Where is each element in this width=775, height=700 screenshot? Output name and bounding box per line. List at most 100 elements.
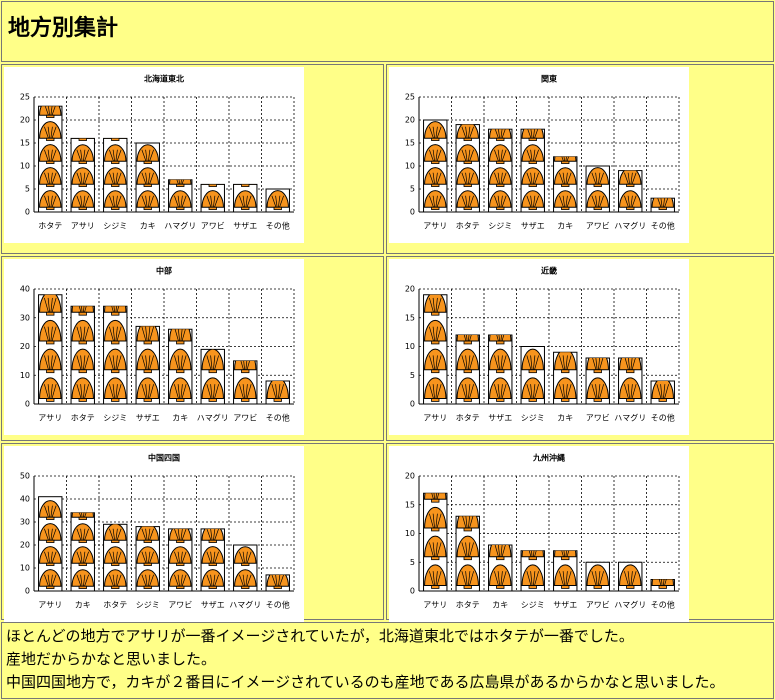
shell-stack — [586, 564, 609, 589]
shell-base — [46, 183, 55, 187]
shell-icon — [39, 546, 62, 564]
shell-rib — [213, 355, 216, 370]
x-tick-label: シジミ — [103, 414, 127, 423]
shell-rib — [432, 126, 435, 139]
shell-base — [143, 160, 152, 164]
shell-rib — [599, 172, 604, 185]
shell-rib — [468, 195, 471, 208]
shell-base — [46, 114, 55, 118]
shell-icon — [424, 493, 447, 500]
shell-rib — [243, 360, 245, 370]
shell-rib — [51, 149, 57, 162]
shell-rib — [494, 172, 499, 185]
x-tick-label: その他 — [651, 600, 675, 610]
shell-rib — [145, 551, 148, 564]
shell-rib — [83, 306, 85, 313]
shell-stack — [234, 546, 257, 589]
shell-rib — [528, 550, 532, 557]
y-tick-label: 25 — [405, 93, 415, 102]
shell-stack — [39, 294, 62, 402]
x-tick-label: その他 — [266, 413, 290, 423]
shell-rib — [533, 571, 536, 586]
shell-rib — [239, 574, 244, 587]
shell-rib — [149, 149, 154, 162]
shell-rib — [149, 574, 154, 587]
shell-rib — [245, 551, 248, 564]
shell-base — [593, 183, 602, 187]
shell-rib — [533, 129, 535, 139]
shell-icon — [71, 546, 94, 564]
shell-rib — [50, 326, 53, 342]
shell-icon — [169, 569, 192, 587]
shell-rib — [598, 172, 601, 185]
shell-rib — [246, 360, 250, 370]
shell-rib — [563, 156, 565, 162]
shell-rib — [210, 574, 213, 587]
x-tick-label: カキ — [557, 222, 573, 231]
shell-rib — [245, 384, 248, 399]
shell-rib — [526, 195, 532, 208]
shell-rib — [80, 326, 83, 342]
shell-rib — [50, 384, 53, 399]
shell-rib — [141, 195, 147, 208]
shell-rib — [631, 172, 637, 185]
y-tick-label: 20 — [405, 472, 415, 481]
shell-rib — [500, 172, 503, 185]
shell-rib — [501, 355, 507, 370]
shell-rib — [80, 384, 83, 399]
shell-rib — [591, 571, 597, 586]
shell-rib — [112, 326, 115, 342]
shell-base — [431, 160, 440, 164]
shell-rib — [148, 384, 151, 399]
shell-base — [463, 556, 472, 561]
shell-base — [46, 369, 55, 374]
chart-cell: 近畿 0 5 10 15 20 アサリ ホタテ サザエ シジミ カキ アワビ ハマグリ その他 — [386, 256, 774, 441]
shell-base — [111, 398, 120, 402]
shell-base — [78, 206, 87, 210]
shell-stack — [489, 335, 512, 402]
shell-icon — [39, 106, 62, 116]
shell-rib — [592, 358, 597, 370]
shell-rib — [534, 149, 539, 162]
shell-icon — [169, 190, 192, 208]
shell-rib — [83, 149, 86, 162]
shell-icon — [456, 377, 479, 400]
shell-rib — [213, 574, 216, 587]
shell-icon — [521, 190, 544, 208]
shell-stack — [266, 381, 289, 402]
shell-base — [208, 398, 217, 402]
shell-rib — [177, 551, 180, 564]
x-tick-label: サザエ — [201, 601, 225, 610]
shell-rib — [566, 195, 572, 208]
shell-rib — [534, 571, 539, 586]
shell-rib — [566, 172, 572, 185]
shell-rib — [117, 127, 121, 138]
shell-base — [78, 562, 87, 566]
shell-rib — [530, 149, 533, 162]
shell-base — [626, 183, 635, 187]
shell-rib — [109, 574, 114, 587]
shell-rib — [432, 384, 435, 399]
shell-rib — [145, 149, 148, 162]
shell-icon — [104, 348, 127, 371]
chart-cell: 関東 0 5 10 15 20 25 アサリ ホタテ シジミ サザエ カキ アワビ ハマグリ その他 — [386, 64, 774, 254]
shell-rib — [435, 126, 438, 139]
shell-rib — [213, 195, 216, 208]
shell-rib — [47, 326, 50, 342]
shell-rib — [534, 550, 537, 557]
shell-icon — [424, 348, 447, 371]
shell-rib — [631, 384, 637, 399]
shell-rib — [245, 574, 248, 587]
shell-icon — [456, 190, 479, 208]
shell-icon — [554, 377, 577, 400]
shell-rib — [115, 326, 118, 342]
shell-icon — [39, 348, 62, 371]
shell-icon — [456, 564, 479, 587]
shell-base — [111, 369, 120, 374]
shell-rib — [494, 149, 499, 162]
shell-rib — [436, 126, 442, 139]
shell-icon — [424, 319, 447, 342]
shell-rib — [278, 384, 281, 399]
shell-rib — [534, 172, 539, 185]
